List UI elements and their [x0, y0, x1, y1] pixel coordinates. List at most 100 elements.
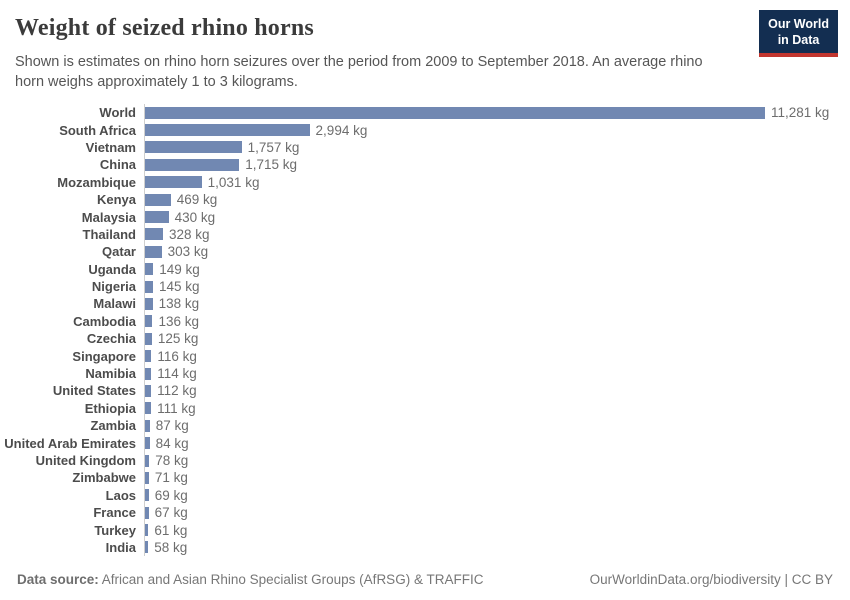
bar[interactable] [145, 471, 149, 484]
category-label: Zambia [90, 418, 136, 434]
bar[interactable] [145, 402, 152, 415]
bar[interactable] [145, 245, 162, 258]
value-label: 2,994 kg [315, 122, 368, 138]
chart-row: China 1,715 kg [0, 156, 850, 174]
value-label: 125 kg [157, 331, 199, 347]
chart-row: Cambodia 136 kg [0, 312, 850, 331]
chart-row: United States 112 kg [0, 382, 850, 400]
category-label: Turkey [94, 522, 136, 538]
value-label: 116 kg [157, 348, 197, 364]
bar[interactable] [145, 384, 152, 397]
bar[interactable] [145, 263, 154, 276]
chart-row: Zambia 87 kg [0, 417, 850, 435]
bar[interactable] [145, 332, 152, 345]
data-source-note: Data source: African and Asian Rhino Spe… [17, 572, 483, 587]
bar-track: 114 kg [144, 364, 850, 383]
category-label: Qatar [102, 244, 136, 260]
bar-track: 430 kg [144, 208, 850, 226]
bar-track: 112 kg [144, 382, 850, 400]
bar[interactable] [145, 350, 152, 363]
bar[interactable] [145, 297, 153, 310]
category-label: Zimbabwe [72, 470, 136, 486]
value-label: 149 kg [159, 261, 200, 277]
bar[interactable] [145, 489, 149, 502]
chart-row: Zimbabwe 71 kg [0, 469, 850, 487]
bar-track: 87 kg [144, 417, 850, 435]
bar-track: 469 kg [144, 190, 850, 209]
chart-row: Ethiopia 111 kg [0, 399, 850, 418]
owid-logo[interactable]: Our World in Data [759, 10, 838, 58]
chart-row: France 67 kg [0, 503, 850, 522]
bar-track: 2,994 kg [144, 121, 850, 139]
value-label: 111 kg [157, 400, 196, 416]
category-label: United Arab Emirates [4, 435, 136, 451]
category-label: Ethiopia [84, 400, 136, 416]
bar[interactable] [145, 437, 150, 450]
value-label: 61 kg [154, 522, 188, 538]
bar[interactable] [145, 176, 202, 189]
bar[interactable] [145, 280, 153, 293]
bar[interactable] [145, 211, 169, 224]
chart-row: Mozambique 1,031 kg [0, 173, 850, 191]
chart-row: Qatar 303 kg [0, 243, 850, 261]
value-label: 136 kg [158, 313, 200, 329]
bar[interactable] [145, 419, 150, 432]
value-label: 303 kg [167, 244, 209, 260]
category-label: India [105, 539, 136, 555]
value-label: 71 kg [154, 470, 188, 486]
chart-row: Singapore 116 kg [0, 347, 850, 365]
category-label: Laos [105, 487, 136, 503]
bar[interactable] [145, 158, 240, 171]
value-label: 87 kg [155, 418, 189, 434]
value-label: 328 kg [169, 226, 210, 242]
bar[interactable] [145, 367, 152, 380]
category-label: Singapore [72, 348, 136, 364]
value-label: 138 kg [158, 296, 200, 312]
bar-track: 125 kg [144, 330, 850, 348]
value-label: 112 kg [157, 383, 197, 399]
bar-track: 303 kg [144, 243, 850, 261]
bar-track: 111 kg [144, 399, 850, 418]
bar-track: 61 kg [144, 521, 850, 539]
chart-row: United Kingdom 78 kg [0, 451, 850, 470]
value-label: 469 kg [176, 192, 218, 208]
value-label: 430 kg [174, 209, 216, 225]
value-label: 1,757 kg [247, 139, 300, 155]
data-source-label: Data source: [17, 572, 99, 587]
category-label: Malaysia [81, 209, 136, 225]
chart-row: World 11,281 kg [0, 104, 850, 122]
bar[interactable] [145, 141, 242, 154]
attribution-link[interactable]: OurWorldinData.org/biodiversity | CC BY [589, 572, 833, 587]
bar-track: 78 kg [144, 451, 850, 470]
bar[interactable] [145, 524, 149, 537]
chart-row: Thailand 328 kg [0, 225, 850, 244]
chart-row: Vietnam 1,757 kg [0, 138, 850, 157]
bar[interactable] [145, 106, 765, 119]
category-label: United Kingdom [35, 453, 136, 468]
bar[interactable] [145, 193, 171, 206]
bar-track: 328 kg [144, 225, 850, 244]
owid-logo-line1: Our World [768, 17, 829, 31]
value-label: 1,715 kg [245, 157, 298, 173]
bar[interactable] [145, 124, 310, 137]
chart-row: Kenya 469 kg [0, 190, 850, 209]
chart-row: India 58 kg [0, 538, 850, 557]
value-label: 114 kg [157, 366, 197, 382]
bar[interactable] [145, 541, 149, 554]
bar-track: 145 kg [144, 277, 850, 296]
category-label: World [99, 105, 136, 121]
category-label: Nigeria [91, 279, 136, 295]
bar[interactable] [145, 506, 149, 519]
bar[interactable] [145, 315, 153, 328]
category-label: Mozambique [57, 174, 136, 190]
bar[interactable] [145, 228, 164, 241]
bar-track: 149 kg [144, 260, 850, 278]
category-label: Vietnam [85, 139, 136, 155]
category-label: France [93, 505, 136, 521]
chart-row: South Africa 2,994 kg [0, 121, 850, 139]
category-label: Uganda [88, 261, 136, 277]
bar[interactable] [145, 454, 150, 467]
bar-track: 1,757 kg [144, 138, 850, 157]
chart-row: Uganda 149 kg [0, 260, 850, 278]
page-title: Weight of seized rhino horns [15, 15, 314, 41]
